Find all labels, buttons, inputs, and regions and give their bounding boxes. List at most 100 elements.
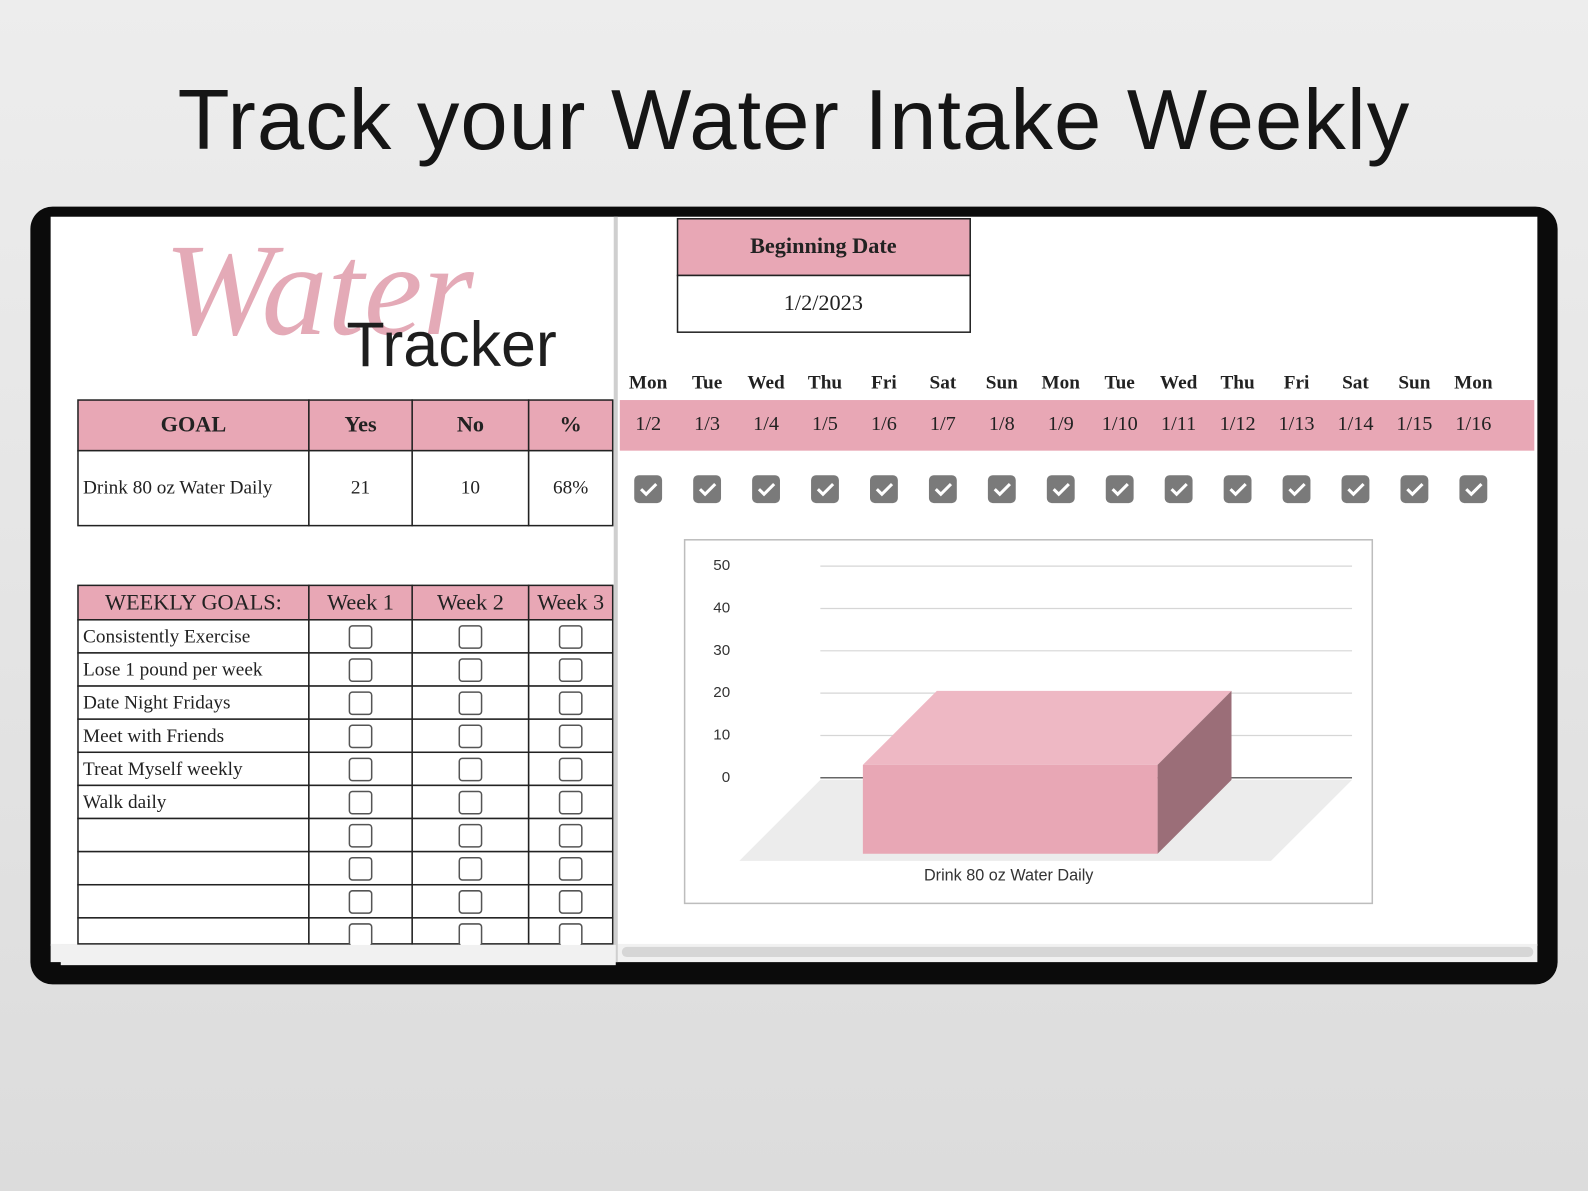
checkbox[interactable] — [458, 890, 483, 914]
cell — [77, 850, 310, 886]
day-checkbox[interactable] — [752, 475, 780, 504]
checkbox[interactable] — [558, 823, 583, 848]
day-date: 1/14 — [1337, 413, 1373, 435]
weekday: Wed — [1160, 372, 1198, 393]
day-checkbox[interactable] — [1400, 475, 1429, 504]
day-date: 1/6 — [871, 413, 897, 435]
checkbox[interactable] — [458, 658, 483, 683]
cell — [77, 718, 310, 754]
scrollbar[interactable] — [621, 946, 1534, 958]
day-checkbox[interactable] — [1459, 475, 1488, 504]
day-checkbox[interactable] — [1046, 475, 1075, 504]
day-checkbox[interactable] — [1164, 475, 1193, 504]
check-mark — [1111, 483, 1129, 497]
checkbox[interactable] — [348, 923, 373, 947]
day-checkbox[interactable] — [811, 475, 839, 504]
checkbox[interactable] — [558, 691, 583, 716]
cell-text: Drink 80 oz Water Daily — [83, 478, 273, 499]
check-mark — [698, 483, 717, 497]
checkbox[interactable] — [348, 790, 373, 815]
checkbox[interactable] — [558, 625, 583, 649]
header-cell — [308, 584, 413, 621]
check-mark — [993, 483, 1011, 497]
day-checkbox[interactable] — [1341, 475, 1370, 504]
check-mark — [934, 483, 953, 497]
y-tick-label: 30 — [713, 642, 730, 659]
checkbox[interactable] — [458, 625, 483, 649]
checkbox[interactable] — [458, 757, 483, 782]
day-checkbox[interactable] — [1282, 475, 1311, 504]
header-text: Week 1 — [327, 590, 394, 615]
checkbox[interactable] — [558, 790, 583, 815]
day-checkbox[interactable] — [870, 475, 898, 504]
checkbox[interactable] — [558, 856, 583, 881]
cell — [77, 917, 310, 945]
checkbox[interactable] — [458, 923, 483, 947]
cell-text: 10 — [461, 478, 480, 499]
day-checkbox[interactable] — [634, 475, 663, 504]
date-label: Beginning Date — [750, 233, 897, 258]
goal-label: Lose 1 pound per week — [83, 660, 263, 681]
day-checkbox[interactable] — [987, 475, 1016, 504]
checkbox[interactable] — [348, 823, 373, 848]
weekday: Sat — [930, 372, 957, 393]
header-text: GOAL — [161, 411, 227, 436]
checkbox[interactable] — [458, 823, 483, 848]
date-value-cell — [676, 274, 971, 333]
cell — [77, 883, 310, 919]
check-mark — [1406, 483, 1424, 497]
page-title: Track your Water Intake Weekly — [178, 73, 1411, 168]
cell — [77, 751, 310, 787]
weekday: Thu — [808, 372, 843, 393]
checkbox[interactable] — [348, 724, 373, 749]
checkbox[interactable] — [558, 757, 583, 782]
x-tick-label: Drink 80 oz Water Daily — [924, 866, 1094, 884]
header-cell — [411, 584, 530, 621]
weekday: Sun — [1398, 372, 1430, 393]
day-checkbox[interactable] — [693, 475, 722, 504]
day-checkbox[interactable] — [1105, 475, 1134, 504]
checkbox[interactable] — [558, 890, 583, 914]
checkbox[interactable] — [348, 890, 373, 914]
checkbox[interactable] — [458, 856, 483, 881]
checkbox[interactable] — [558, 658, 583, 683]
day-date: 1/2 — [635, 413, 661, 435]
cell — [77, 619, 310, 654]
day-date: 1/15 — [1396, 413, 1432, 435]
checkbox[interactable] — [558, 923, 583, 947]
weekday: Fri — [871, 372, 897, 393]
goal-label: Meet with Friends — [83, 726, 224, 747]
cell — [77, 817, 310, 853]
checkbox[interactable] — [348, 757, 373, 782]
day-date: 1/13 — [1279, 413, 1315, 435]
y-tick-label: 20 — [713, 684, 730, 701]
date-label-cell — [676, 217, 971, 277]
checkbox[interactable] — [458, 790, 483, 815]
weekday: Thu — [1220, 372, 1255, 393]
goal-label: Date Night Fridays — [83, 693, 230, 714]
day-date: 1/7 — [930, 413, 956, 435]
check-mark — [816, 483, 835, 497]
checkbox[interactable] — [348, 658, 373, 683]
day-date: 1/11 — [1161, 413, 1196, 435]
weekday: Sun — [986, 372, 1018, 393]
checkbox[interactable] — [348, 856, 373, 881]
day-checkbox[interactable] — [928, 475, 957, 504]
checkbox[interactable] — [458, 691, 483, 716]
chart: 0 10 20 30 40 50 Drink 80 oz Water Daily — [683, 539, 1374, 905]
checkbox[interactable] — [458, 724, 483, 749]
y-tick-label: 10 — [713, 726, 730, 743]
day-date: 1/4 — [753, 413, 779, 435]
day-date: 1/12 — [1220, 413, 1256, 435]
bar-front — [862, 764, 1158, 854]
logo-script: Water — [164, 218, 474, 363]
checkbox[interactable] — [348, 625, 373, 649]
day-checkbox[interactable] — [1223, 475, 1252, 504]
cell — [411, 449, 530, 527]
weekday: Fri — [1284, 372, 1310, 393]
checkbox[interactable] — [558, 724, 583, 749]
header-cell — [77, 584, 310, 621]
checkbox[interactable] — [348, 691, 373, 716]
goal-label: Treat Myself weekly — [83, 759, 243, 780]
cell — [77, 784, 310, 820]
